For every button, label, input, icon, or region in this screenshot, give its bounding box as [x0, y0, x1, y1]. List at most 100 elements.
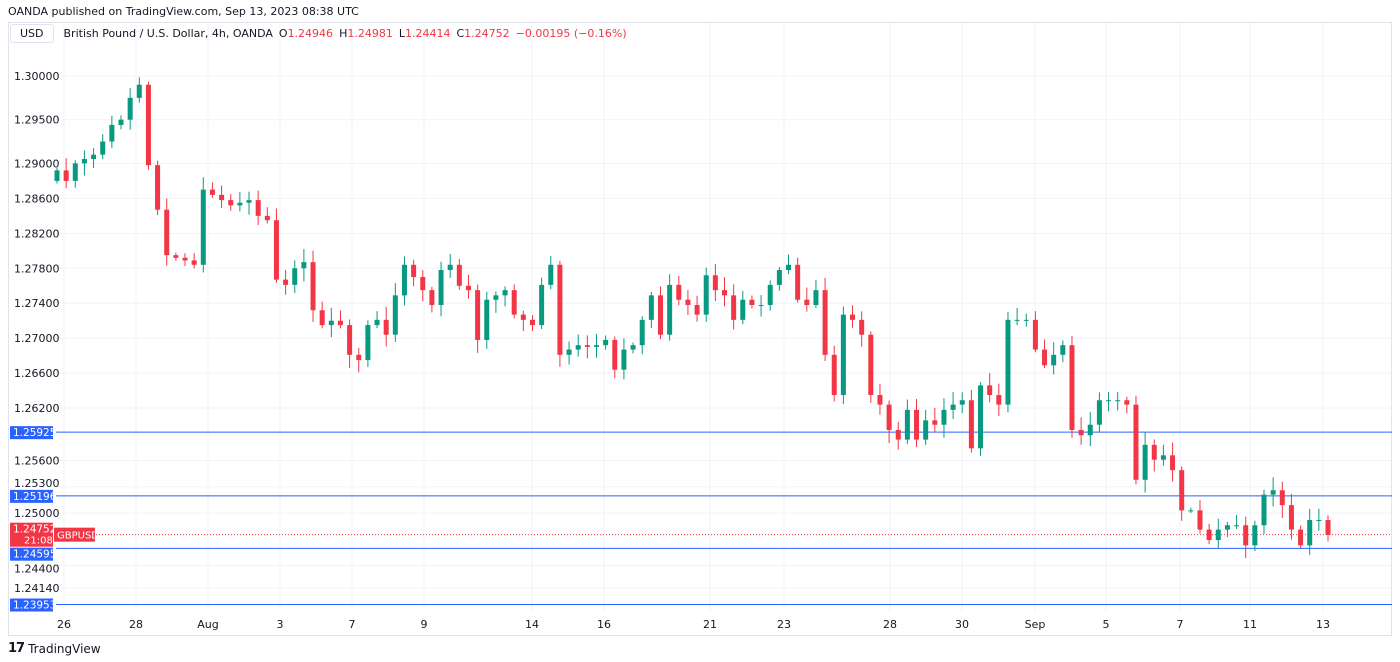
symbol-legend: USD British Pound / U.S. Dollar, 4h, OAN… — [10, 24, 627, 43]
candle — [776, 266, 782, 291]
candle — [328, 307, 334, 338]
candle-body — [786, 264, 792, 271]
candle — [859, 311, 865, 347]
candle-body — [456, 264, 462, 286]
candle-body — [328, 320, 334, 326]
close-value: 1.24752 — [464, 27, 510, 40]
candle — [539, 277, 545, 329]
candle-body — [1188, 510, 1194, 512]
candle — [54, 167, 60, 184]
candle — [310, 250, 316, 322]
horizontal-line-label-bg — [10, 489, 53, 503]
candle-body — [1133, 404, 1139, 480]
candle — [337, 310, 343, 329]
candle-body — [1014, 319, 1020, 321]
candle — [1179, 466, 1185, 521]
candle — [383, 306, 389, 347]
last-price-label-bg — [10, 522, 53, 547]
candle-body — [941, 409, 947, 425]
candle — [612, 336, 618, 379]
candle-body — [621, 349, 627, 370]
candle-body — [164, 209, 170, 256]
candle-body — [740, 299, 746, 320]
x-tick-label: Sep — [1025, 618, 1046, 631]
candle-body — [1115, 400, 1121, 402]
candle — [603, 335, 609, 350]
candles — [54, 77, 1331, 559]
candle — [831, 345, 837, 402]
candle — [886, 400, 892, 443]
y-tick-label: 1.25000 — [14, 507, 60, 520]
candle — [145, 81, 151, 170]
candle-body — [749, 299, 755, 305]
candle — [804, 287, 810, 312]
candle — [1078, 417, 1084, 445]
candle — [219, 185, 225, 209]
candle — [191, 253, 197, 269]
candle — [1188, 507, 1194, 514]
candle — [237, 192, 243, 212]
candle-body — [1252, 525, 1258, 546]
candle — [1005, 312, 1011, 413]
candle-body — [1234, 525, 1240, 527]
candle-body — [529, 319, 535, 326]
candle — [1087, 411, 1093, 447]
candle-body — [694, 304, 700, 315]
candle-body — [1142, 444, 1148, 480]
currency-button[interactable]: USD — [10, 24, 54, 43]
candle-body — [392, 295, 398, 335]
candle — [557, 260, 563, 367]
candle-body — [301, 262, 307, 269]
candle — [1206, 523, 1212, 545]
candle — [987, 373, 993, 403]
candle — [411, 259, 417, 287]
low-value: 1.24414 — [404, 27, 451, 40]
candle — [246, 191, 252, 215]
candle-body — [904, 409, 910, 440]
candle-body — [81, 159, 87, 164]
candle-body — [978, 385, 984, 449]
y-tick-label: 1.28600 — [14, 192, 60, 205]
candle — [438, 261, 444, 317]
candle — [813, 279, 819, 309]
candle-body — [191, 260, 197, 265]
candle — [1042, 339, 1048, 369]
candle-body — [1160, 455, 1166, 460]
candle — [904, 399, 910, 444]
publish-info: OANDA published on TradingView.com, Sep … — [8, 5, 359, 18]
x-tick-label: 26 — [57, 618, 71, 631]
candle-body — [712, 275, 718, 291]
candle-body — [310, 262, 316, 311]
candle-body — [630, 345, 636, 350]
x-tick-label: 14 — [525, 618, 539, 631]
candle-body — [813, 290, 819, 305]
candle-body — [593, 345, 599, 347]
open-label: O — [278, 27, 288, 40]
symbol-label: GBPUSD — [57, 531, 99, 542]
candle — [502, 286, 508, 307]
tradingview-logo[interactable]: 17 TradingView — [8, 641, 101, 656]
candle — [822, 278, 828, 362]
candle — [712, 263, 718, 302]
x-tick-label: 9 — [421, 618, 428, 631]
candle-body — [465, 285, 471, 291]
candle-body — [566, 349, 572, 355]
candle — [1014, 307, 1020, 326]
candle — [493, 291, 499, 313]
candle-body — [54, 170, 60, 181]
candle — [749, 295, 755, 309]
open-value: 1.24946 — [287, 27, 334, 40]
candle — [484, 291, 490, 349]
candle — [1279, 481, 1285, 519]
candle — [1124, 396, 1130, 414]
candle-body — [1069, 345, 1075, 430]
candle-body — [795, 264, 801, 300]
y-tick-label: 1.27000 — [14, 332, 60, 345]
candle — [1170, 442, 1176, 482]
candle-body — [283, 279, 289, 285]
candle-body — [520, 314, 526, 320]
candle — [1234, 514, 1240, 530]
y-tick-label: 1.25300 — [14, 477, 60, 490]
